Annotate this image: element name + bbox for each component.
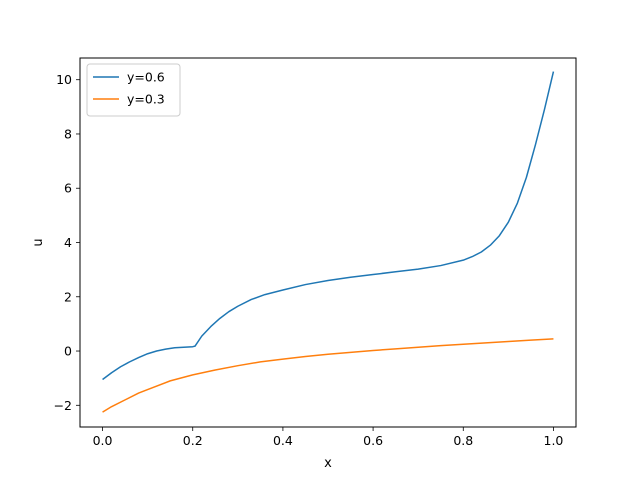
- y-tick-label: −2: [54, 398, 72, 413]
- y-tick-label: 8: [64, 126, 72, 141]
- x-axis-label: x: [324, 456, 332, 471]
- y-axis: −2 0 2 4 6 8 10: [54, 72, 80, 413]
- y-tick-label: 4: [64, 235, 72, 250]
- series-layer: [102, 71, 555, 413]
- y-tick-label: 6: [64, 181, 72, 196]
- y-tick-label: 0: [64, 344, 72, 359]
- series-line-0: [102, 71, 555, 381]
- series-line-1: [102, 338, 554, 413]
- x-tick-label: 0.8: [453, 433, 473, 448]
- x-tick-label: 0.6: [363, 433, 383, 448]
- x-tick-label: 1.0: [544, 433, 564, 448]
- x-tick-label: 0.0: [93, 433, 113, 448]
- y-tick-label: 2: [64, 289, 72, 304]
- x-tick-label: 0.4: [273, 433, 293, 448]
- legend-label-0: y=0.6: [127, 70, 165, 85]
- y-axis-label: u: [31, 238, 46, 246]
- x-tick-label: 0.2: [183, 433, 203, 448]
- legend-label-1: y=0.3: [127, 92, 165, 107]
- legend: y=0.6 y=0.3: [86, 63, 181, 117]
- x-axis: 0.0 0.2 0.4 0.6 0.8 1.0: [93, 427, 564, 448]
- y-tick-label: 10: [56, 72, 72, 87]
